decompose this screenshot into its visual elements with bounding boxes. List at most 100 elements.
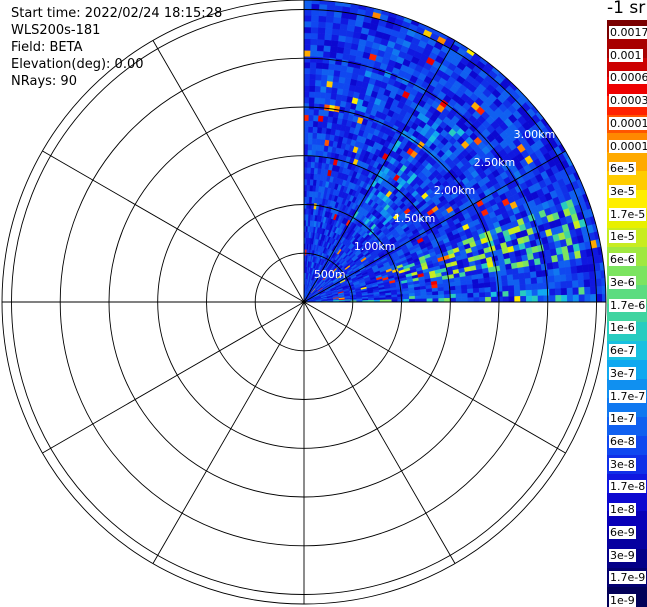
gate-cell [303, 155, 309, 162]
gate-cell [303, 67, 311, 75]
gate-cell [303, 143, 309, 151]
gate-cell [432, 291, 439, 296]
azimuth-spoke [152, 301, 305, 564]
gate-cell [303, 178, 308, 186]
gate-cell [519, 278, 526, 286]
polar-grid [1, 0, 607, 605]
gate-cell [578, 287, 585, 296]
gate-cell [303, 91, 310, 98]
gate-cell [542, 282, 550, 290]
gate-cell [310, 44, 318, 52]
elevation-text: Elevation(deg): 0.00 [11, 57, 144, 72]
gate-cell [420, 298, 428, 303]
gate-cell [432, 294, 439, 299]
gate-cell [320, 85, 327, 93]
gate-cell [500, 269, 508, 277]
gate-cell [537, 295, 545, 303]
gate-cell [590, 294, 597, 303]
gate-cell [443, 290, 451, 295]
gate-cell [595, 278, 603, 287]
colorbar-tick-label: 1e-6 [609, 321, 636, 335]
gate-cell [576, 265, 584, 274]
gate-cell [303, 85, 310, 92]
colorbar-tick-label: 1e-8 [609, 503, 636, 517]
colorbar: 0.0017 0.001 0.0006 0.0003 0.00017 0.0001 6e-5… [607, 20, 647, 607]
gate-cell [558, 267, 567, 276]
gate-cell [321, 74, 329, 82]
gate-cell [322, 62, 330, 70]
gate-cell [595, 286, 603, 295]
gate-cell [323, 50, 331, 58]
gate-cell [310, 21, 319, 28]
gate-cell [494, 270, 502, 278]
gate-cell [531, 289, 539, 297]
gate-cell [310, 26, 319, 34]
gate-cell [566, 280, 573, 289]
gate-cell [311, 15, 320, 22]
gate-cell [529, 265, 537, 273]
gate-cell [325, 21, 334, 29]
gate-cell [426, 295, 433, 300]
gate-cell [303, 120, 309, 127]
colorbar-tick-label: 1e-7 [609, 412, 636, 426]
gate-cell [517, 266, 525, 274]
gate-cell [495, 280, 503, 288]
gate-cell [309, 73, 317, 81]
gate-cell [478, 287, 486, 294]
gate-cell [467, 292, 474, 298]
gate-cell [321, 68, 329, 76]
gate-cell [335, 52, 344, 60]
gate-cell [324, 27, 333, 35]
gate-cell [432, 298, 439, 303]
gate-cell [319, 91, 327, 99]
gate-cell [561, 294, 568, 303]
gate-cell [317, 33, 326, 40]
gate-cell [303, 108, 310, 116]
gate-cell [315, 68, 323, 75]
gate-cell [310, 50, 318, 57]
gate-cell [571, 273, 579, 282]
gate-cell [467, 288, 474, 294]
gate-cell [307, 149, 313, 157]
gate-cell [508, 296, 515, 303]
gate-cell [323, 103, 331, 111]
gate-cell [570, 265, 578, 275]
gate-cell [309, 61, 317, 69]
gate-cell [316, 132, 322, 140]
gate-cell [310, 38, 319, 46]
gate-cell [454, 281, 462, 287]
gate-cell [482, 272, 490, 279]
gate-cell [314, 97, 321, 104]
gate-cell [466, 284, 474, 290]
gate-cell [303, 114, 310, 121]
gate-cell [303, 149, 309, 157]
gate-cell [449, 289, 457, 295]
gate-cell [397, 296, 404, 300]
gate-cell [303, 73, 311, 81]
gate-cell [478, 282, 486, 289]
instrument-name: WLS200s-181 [11, 23, 101, 38]
gate-cell [309, 79, 316, 87]
colorbar-tick-label: 6e-6 [609, 253, 636, 267]
gate-cell [543, 295, 550, 303]
gate-cell [584, 294, 591, 303]
gate-cell [479, 292, 486, 298]
gate-cell [505, 263, 513, 271]
gate-cell [547, 268, 555, 277]
gate-cell [514, 290, 521, 297]
gate-cell [549, 295, 556, 303]
gate-cell [319, 3, 328, 11]
nrays-text: NRays: 90 [11, 74, 77, 89]
gate-cell [310, 32, 319, 40]
gate-cell [314, 85, 322, 93]
gate-cell [408, 293, 416, 297]
gate-cell [502, 285, 509, 292]
colorbar-tick-label: 0.0017 [609, 26, 647, 39]
scan-info: Start time: 2022/02/24 18:15:28 WLS200s-… [11, 5, 222, 90]
gate-cell [303, 137, 309, 145]
gate-cell [455, 297, 463, 303]
gate-cell [530, 277, 538, 285]
gate-cell [426, 298, 433, 303]
ring-labels: 500m 1.00km 1.50km 2.00km 2.50km 3.00km [314, 128, 555, 281]
colorbar-tick-label: 3e-5 [609, 185, 636, 199]
